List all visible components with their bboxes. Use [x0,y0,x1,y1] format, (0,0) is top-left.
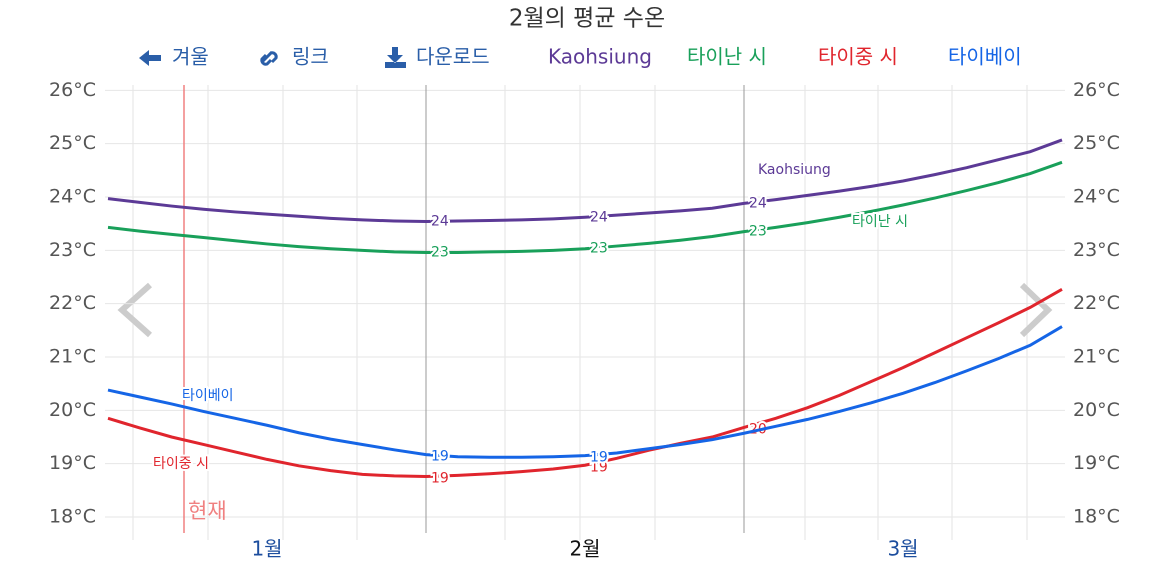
y-tick-label: 22°C [49,292,96,314]
link-button[interactable]: 링크 [260,45,329,69]
legend-entry[interactable]: 타이베이 [948,45,1022,69]
data-label: 19 [590,450,608,466]
series-label: Kaohsiung [758,162,831,178]
series-label: 타이난 시 [852,214,908,230]
y2-tick-label: 19°C [1073,452,1120,474]
y2-tick-label: 23°C [1073,239,1120,261]
legend-entry[interactable]: 타이중 시 [818,45,898,69]
x-tick-label: 2월 [569,537,600,561]
x-tick-label: 1월 [251,537,282,561]
data-label: 24 [590,209,608,225]
y-tick-label: 25°C [49,132,96,154]
series-line [107,138,1063,224]
data-label: 19 [431,449,449,465]
data-label: 24 [749,195,767,211]
series-label: 타이중 시 [153,456,209,472]
y2-tick-label: 22°C [1073,292,1120,314]
legend-entry[interactable]: 타이난 시 [687,45,767,69]
vertical-grid [132,85,1028,540]
y-tick-label: 26°C [49,79,96,101]
series-label: 타이베이 [182,388,234,404]
download-label[interactable]: 다운로드 [416,45,490,69]
y-tick-label: 19°C [49,452,96,474]
y2-tick-label: 21°C [1073,346,1120,368]
data-label: 23 [590,241,608,257]
data-label: 19 [590,459,608,475]
y2-tick-label: 26°C [1073,79,1120,101]
data-label: 19 [431,470,449,486]
link-label[interactable]: 링크 [292,45,329,69]
y-tick-label: 23°C [49,239,96,261]
data-label: 24 [431,214,449,230]
y2-tick-label: 24°C [1073,186,1120,208]
series-line [107,160,1063,254]
y-tick-label: 24°C [49,186,96,208]
winter-label[interactable]: 겨울 [172,45,209,69]
download-button[interactable]: 다운로드 [385,45,490,69]
y-tick-label: 20°C [49,399,96,421]
series-line [107,325,1063,459]
series-line [107,287,1063,478]
next-arrow[interactable] [1019,282,1053,338]
x-tick-label: 3월 [887,537,918,561]
legend-entry[interactable]: Kaohsiung [548,45,652,69]
y2-tick-label: 18°C [1073,506,1120,528]
y2-tick-label: 25°C [1073,132,1120,154]
winter-button[interactable]: 겨울 [139,45,209,69]
y-tick-label: 21°C [49,346,96,368]
y2-tick-label: 20°C [1073,399,1120,421]
data-label: 23 [431,244,449,260]
chart-title: 2월의 평균 수온 [509,6,665,32]
data-label: 23 [749,224,767,240]
now-label: 현재 [188,499,227,523]
y-tick-label: 18°C [49,506,96,528]
prev-arrow[interactable] [117,282,152,338]
